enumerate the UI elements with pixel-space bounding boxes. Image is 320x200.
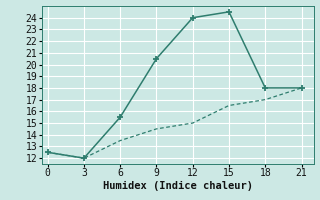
X-axis label: Humidex (Indice chaleur): Humidex (Indice chaleur)	[103, 181, 252, 191]
